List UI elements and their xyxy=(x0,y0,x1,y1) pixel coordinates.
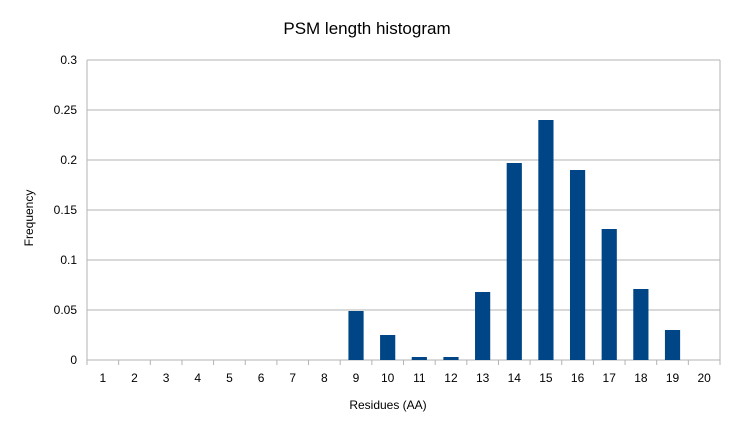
x-tick-label: 3 xyxy=(163,371,170,385)
x-tick-label: 9 xyxy=(353,371,360,385)
x-tick-label: 20 xyxy=(697,371,711,385)
y-axis-label: Frequency xyxy=(22,190,36,247)
gridlines xyxy=(86,59,721,365)
x-tick-label: 10 xyxy=(381,371,395,385)
x-tick-label: 7 xyxy=(289,371,296,385)
x-tick-label: 17 xyxy=(603,371,617,385)
x-tick-labels: 1 2 3 4 5 6 7 8 9 10 11 12 13 14 15 16 17 18 19 20 xyxy=(99,371,711,385)
x-tick-label: 5 xyxy=(226,371,233,385)
x-tick-label: 11 xyxy=(413,371,426,385)
bar xyxy=(569,170,586,360)
y-tick-label: 0.1 xyxy=(60,253,77,267)
x-tick-label: 19 xyxy=(666,371,680,385)
bar xyxy=(411,357,427,360)
y-tick-label: 0.25 xyxy=(54,103,78,117)
x-tick-label: 2 xyxy=(131,371,138,385)
x-tick-label: 14 xyxy=(508,371,522,385)
bar xyxy=(443,357,459,360)
bar xyxy=(506,163,522,360)
x-tick-label: 12 xyxy=(444,371,458,385)
bar xyxy=(380,335,396,360)
chart-title: PSM length histogram xyxy=(283,19,450,38)
x-tick-label: 1 xyxy=(99,371,106,385)
bar xyxy=(538,120,554,360)
x-tick-label: 8 xyxy=(321,371,328,385)
x-tick-label: 18 xyxy=(634,371,648,385)
x-tick-label: 6 xyxy=(258,371,265,385)
bar xyxy=(348,311,364,360)
x-axis-label: Residues (AA) xyxy=(349,398,426,412)
x-tick-label: 4 xyxy=(194,371,201,385)
y-tick-label: 0.05 xyxy=(54,303,78,317)
x-tick-label: 16 xyxy=(571,371,585,385)
bars xyxy=(348,120,681,360)
bar xyxy=(633,289,649,360)
bar xyxy=(475,292,491,360)
y-tick-label: 0 xyxy=(70,353,77,367)
x-tick-label: 13 xyxy=(476,371,490,385)
bar xyxy=(664,330,681,360)
y-tick-label: 0.3 xyxy=(60,53,77,67)
y-tick-label: 0.2 xyxy=(60,153,77,167)
bar xyxy=(601,229,617,360)
y-tick-labels: 0 0.05 0.1 0.15 0.2 0.25 0.3 xyxy=(54,53,78,367)
x-tick-label: 15 xyxy=(539,371,553,385)
y-tick-label: 0.15 xyxy=(54,203,78,217)
